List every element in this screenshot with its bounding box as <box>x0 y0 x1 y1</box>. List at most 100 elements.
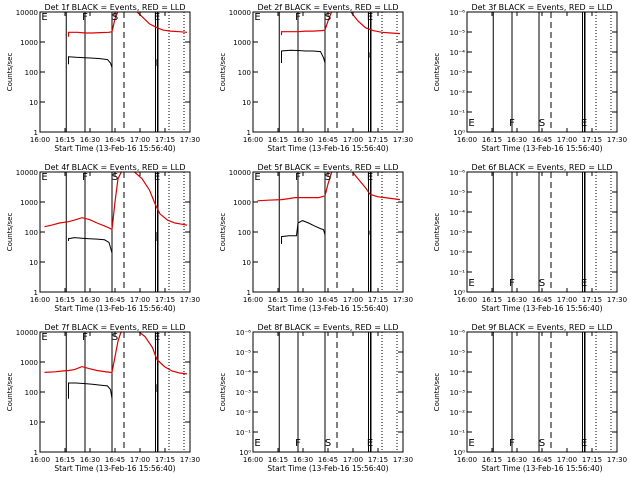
plot-frame <box>252 11 404 133</box>
phase-marker-s: S <box>112 12 118 23</box>
x-tick-label: 16:00 <box>457 296 477 304</box>
y-tick-label: 1000 <box>20 359 38 367</box>
chart-panel-8: Det 8f BLACK = Events, RED = LLD E F S E 16:0… <box>219 323 413 473</box>
x-tick-label: 17:00 <box>343 456 363 464</box>
x-axis-label: Start Time (13-Feb-16 15:56:40) <box>54 464 175 473</box>
chart-title: Det 9f BLACK = Events, RED = LLD <box>471 323 612 332</box>
x-tick-label: 16:15 <box>268 456 288 464</box>
y-tick-label: 10⁻⁴ <box>450 49 466 57</box>
x-axis-label: Start Time (13-Feb-16 15:56:40) <box>267 464 388 473</box>
phase-marker-e: E <box>367 12 373 23</box>
x-tick-label: 16:15 <box>482 456 502 464</box>
y-tick-label: 10⁻³ <box>450 229 466 237</box>
phase-marker-s: S <box>325 12 331 23</box>
y-axis-label: Counts/sec <box>6 53 14 92</box>
x-tick-label: 16:00 <box>457 136 477 144</box>
chart-title: Det 7f BLACK = Events, RED = LLD <box>44 323 185 332</box>
chart-title: Det 3f BLACK = Events, RED = LLD <box>471 3 612 12</box>
y-tick-label: 10⁻⁶ <box>450 169 466 177</box>
y-tick-label: 10 <box>29 419 38 427</box>
phase-marker-e: E <box>41 172 47 183</box>
y-tick-label: 10 <box>242 99 251 107</box>
phase-marker-e: E <box>581 278 587 289</box>
y-tick-label: 10⁻⁵ <box>236 349 252 357</box>
x-tick-label: 17:30 <box>607 456 627 464</box>
y-tick-label: 10 <box>242 259 251 267</box>
y-tick-label: 10⁻¹ <box>236 429 252 437</box>
x-tick-label: 17:15 <box>155 296 175 304</box>
phase-marker-e: E <box>468 118 474 129</box>
phase-marker-e: E <box>254 12 260 23</box>
x-tick-label: 17:30 <box>180 456 200 464</box>
x-tick-label: 16:30 <box>80 456 100 464</box>
y-axis-label: Counts/sec <box>219 213 227 252</box>
x-tick-label: 16:15 <box>55 456 75 464</box>
phase-marker-e: E <box>468 438 474 449</box>
y-tick-label: 10⁻⁴ <box>236 369 252 377</box>
plot-frame <box>39 331 191 453</box>
x-tick-label: 17:30 <box>607 136 627 144</box>
y-tick-label: 10⁻³ <box>450 69 466 77</box>
phase-marker-e: E <box>468 278 474 289</box>
x-tick-label: 16:45 <box>532 456 552 464</box>
chart-title: Det 6f BLACK = Events, RED = LLD <box>471 163 612 172</box>
x-tick-label: 16:15 <box>268 296 288 304</box>
y-tick-label: 10⁻¹ <box>450 109 466 117</box>
x-tick-label: 16:15 <box>482 136 502 144</box>
phase-marker-e: E <box>367 438 373 449</box>
lld-series-line <box>67 12 119 37</box>
x-tick-label: 17:30 <box>180 296 200 304</box>
lld-series-line <box>136 12 188 33</box>
plot-frame <box>466 11 618 133</box>
x-tick-label: 17:00 <box>557 456 577 464</box>
x-tick-label: 16:00 <box>243 296 263 304</box>
phase-marker-e: E <box>41 332 47 343</box>
y-tick-label: 10⁻⁴ <box>450 209 466 217</box>
lld-series-line <box>350 12 401 35</box>
chart-title: Det 8f BLACK = Events, RED = LLD <box>257 323 398 332</box>
y-tick-label: 1000 <box>233 199 251 207</box>
lld-series-line <box>257 172 333 202</box>
phase-marker-f: F <box>82 172 88 183</box>
phase-marker-f: F <box>509 278 515 289</box>
y-tick-label: 10⁻¹ <box>450 269 466 277</box>
x-tick-label: 16:45 <box>318 296 338 304</box>
phase-marker-s: S <box>325 172 331 183</box>
y-tick-label: 100 <box>25 389 38 397</box>
y-axis-label: Counts/sec <box>219 53 227 92</box>
x-tick-label: 17:00 <box>130 136 150 144</box>
y-tick-label: 10000 <box>16 169 38 177</box>
phase-marker-e: E <box>41 12 47 23</box>
x-axis-label: Start Time (13-Feb-16 15:56:40) <box>481 144 602 153</box>
y-tick-label: 10⁻⁶ <box>236 329 252 337</box>
phase-marker-s: S <box>539 118 545 129</box>
x-tick-label: 17:00 <box>130 456 150 464</box>
x-axis-label: Start Time (13-Feb-16 15:56:40) <box>481 464 602 473</box>
phase-marker-f: F <box>509 118 515 129</box>
y-axis-label: Counts/sec <box>219 373 227 412</box>
y-tick-label: 10⁻⁶ <box>450 9 466 17</box>
x-tick-label: 17:15 <box>368 136 388 144</box>
chart-title: Det 4f BLACK = Events, RED = LLD <box>44 163 185 172</box>
chart-panel-3: Det 3f BLACK = Events, RED = LLD E F S E 16:0… <box>433 3 627 153</box>
x-tick-label: 16:45 <box>105 136 125 144</box>
plot-frame <box>466 331 618 453</box>
phase-marker-s: S <box>539 438 545 449</box>
plot-frame <box>39 171 191 293</box>
y-tick-label: 10⁰ <box>453 129 465 137</box>
x-tick-label: 16:00 <box>30 136 50 144</box>
x-tick-label: 16:15 <box>268 136 288 144</box>
x-tick-label: 17:15 <box>368 456 388 464</box>
x-tick-label: 17:15 <box>155 456 175 464</box>
phase-marker-e: E <box>154 12 160 23</box>
phase-marker-e: E <box>367 172 373 183</box>
x-tick-label: 16:30 <box>80 296 100 304</box>
x-tick-label: 17:30 <box>393 456 413 464</box>
y-tick-label: 1000 <box>233 39 251 47</box>
y-axis-label: Counts/sec <box>433 53 441 92</box>
x-tick-label: 17:00 <box>343 136 363 144</box>
